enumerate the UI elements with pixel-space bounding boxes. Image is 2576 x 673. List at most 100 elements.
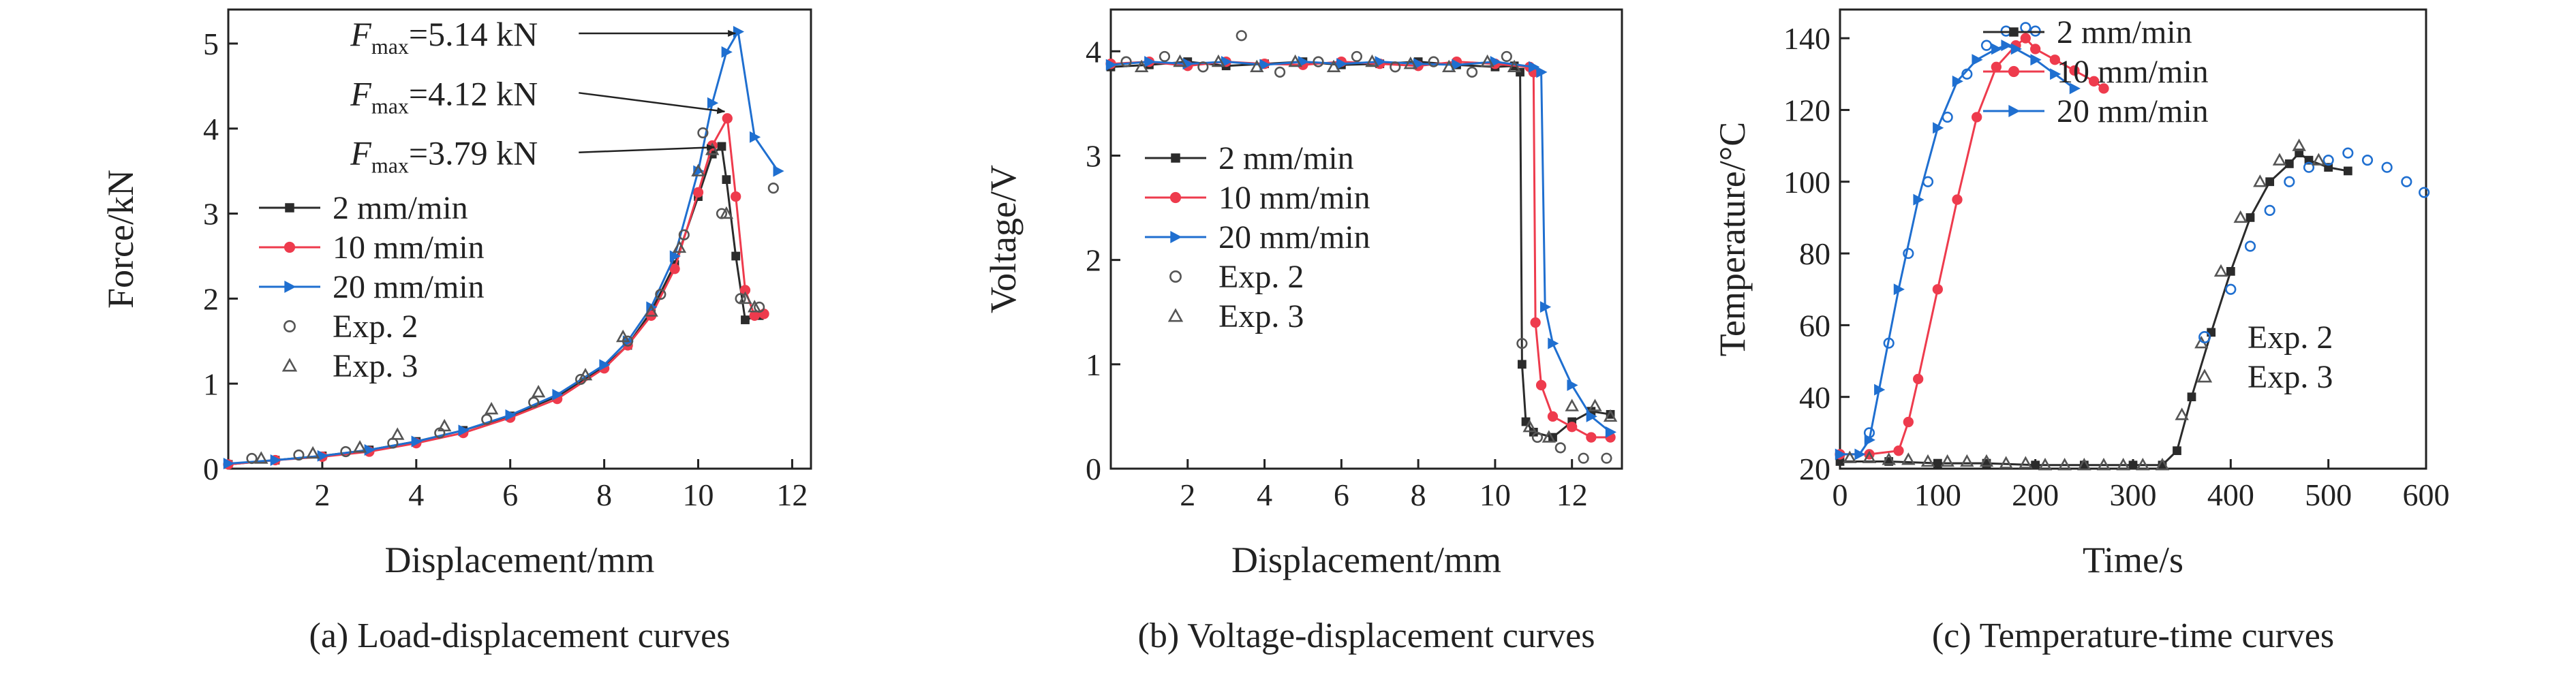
data-point <box>1390 61 1401 73</box>
data-point <box>1835 448 1846 460</box>
data-point <box>437 418 452 432</box>
legend-item: 20 mm/min <box>1983 93 2209 129</box>
data-point <box>1567 422 1578 433</box>
x-tick-label: 500 <box>2305 478 2352 512</box>
legend-marker <box>285 203 294 213</box>
data-point <box>293 449 305 461</box>
data-point <box>1501 50 1512 63</box>
data-point <box>1530 317 1541 328</box>
legend-item: 20 mm/min <box>259 269 485 305</box>
data-point <box>270 454 281 467</box>
data-point <box>340 445 352 458</box>
data-point <box>1144 56 1156 68</box>
y-tick-label: 2 <box>203 281 219 316</box>
legend-label: 10 mm/min <box>2057 54 2209 90</box>
data-point <box>2312 153 2326 166</box>
y-tick-label: 2 <box>1086 243 1101 278</box>
data-point <box>1547 411 1559 422</box>
legend-item: Exp. 2 <box>2198 319 2333 356</box>
data-point <box>1326 59 1341 72</box>
legend-marker <box>1169 191 1182 204</box>
data-point <box>2116 458 2130 471</box>
legend-marker <box>1171 153 1180 163</box>
data-point <box>2077 458 2091 471</box>
data-point <box>741 315 750 324</box>
data-point <box>599 359 611 371</box>
data-point <box>2030 44 2041 54</box>
y-tick-label: 0 <box>203 452 219 486</box>
data-point <box>767 183 779 194</box>
data-point <box>707 97 719 109</box>
data-point <box>1105 59 1117 71</box>
x-tick-label: 12 <box>776 478 808 512</box>
data-point <box>1539 301 1552 313</box>
data-point <box>1565 398 1579 411</box>
ticks-c: 0 100 200 300 400 500 600 20 40 60 80 100 120 140 <box>1783 21 2450 512</box>
legend-marker <box>2198 331 2211 343</box>
data-point <box>1403 56 1418 69</box>
series-line <box>1840 37 2104 456</box>
y-tick-label: 3 <box>1086 139 1101 174</box>
data-point <box>1578 452 1589 464</box>
data-point <box>317 450 328 462</box>
data-point <box>2030 54 2042 66</box>
legend-marker <box>283 241 296 253</box>
data-point <box>1952 75 1963 87</box>
y-axis-label-a: Force/kN <box>100 170 141 309</box>
legend-marker <box>2008 65 2020 78</box>
data-point <box>1991 61 2002 72</box>
x-tick-label: 4 <box>408 478 424 512</box>
data-point <box>1940 454 1954 467</box>
data-point <box>2284 176 2295 187</box>
y-tick-label: 100 <box>1783 165 1830 200</box>
data-point <box>722 175 731 185</box>
legend-label: 10 mm/min <box>333 230 485 266</box>
data-point <box>749 310 760 321</box>
panel-c: 0 100 200 300 400 500 600 20 40 60 80 100 120 140 2 m… <box>1712 8 2450 655</box>
x-tick-label: 0 <box>1833 478 1848 512</box>
series-c-1 <box>1835 33 2109 460</box>
data-point <box>1952 194 1963 205</box>
data-point <box>1980 40 1993 51</box>
data-point <box>1605 426 1617 438</box>
data-point <box>2187 392 2196 402</box>
data-point <box>1518 360 1527 369</box>
legend-item: Exp. 3 <box>281 348 418 384</box>
legend-label: 20 mm/min <box>2057 93 2209 129</box>
data-point <box>2226 267 2235 276</box>
legend-label: Exp. 3 <box>2248 359 2333 395</box>
annotation-label: Fmax=5.14 kN <box>350 15 538 59</box>
x-tick-label: 10 <box>683 478 714 512</box>
data-point <box>1913 373 1924 385</box>
data-point <box>1313 56 1324 67</box>
data-point <box>1134 59 1149 72</box>
data-point <box>1536 66 1548 78</box>
legend-marker <box>1169 270 1182 283</box>
data-point <box>1588 398 1602 411</box>
data-point <box>1862 450 1877 463</box>
data-point <box>1529 61 1540 73</box>
data-point <box>2020 33 2031 44</box>
data-point <box>1173 54 1187 67</box>
legend-item: Exp. 3 <box>1167 298 1304 334</box>
data-point <box>1480 54 1494 67</box>
data-point <box>1516 338 1528 349</box>
data-point <box>731 191 741 202</box>
data-point <box>1991 43 2003 55</box>
data-point <box>223 458 234 470</box>
data-point <box>1601 452 1612 464</box>
data-point <box>2057 458 2072 471</box>
y-tick-label: 40 <box>1799 380 1830 415</box>
data-point <box>1883 337 1895 349</box>
data-point <box>552 388 564 401</box>
data-point <box>2049 54 2060 65</box>
data-point <box>2342 147 2354 159</box>
data-point <box>1586 432 1597 443</box>
data-point <box>1428 56 1439 67</box>
data-point <box>1932 284 1943 295</box>
